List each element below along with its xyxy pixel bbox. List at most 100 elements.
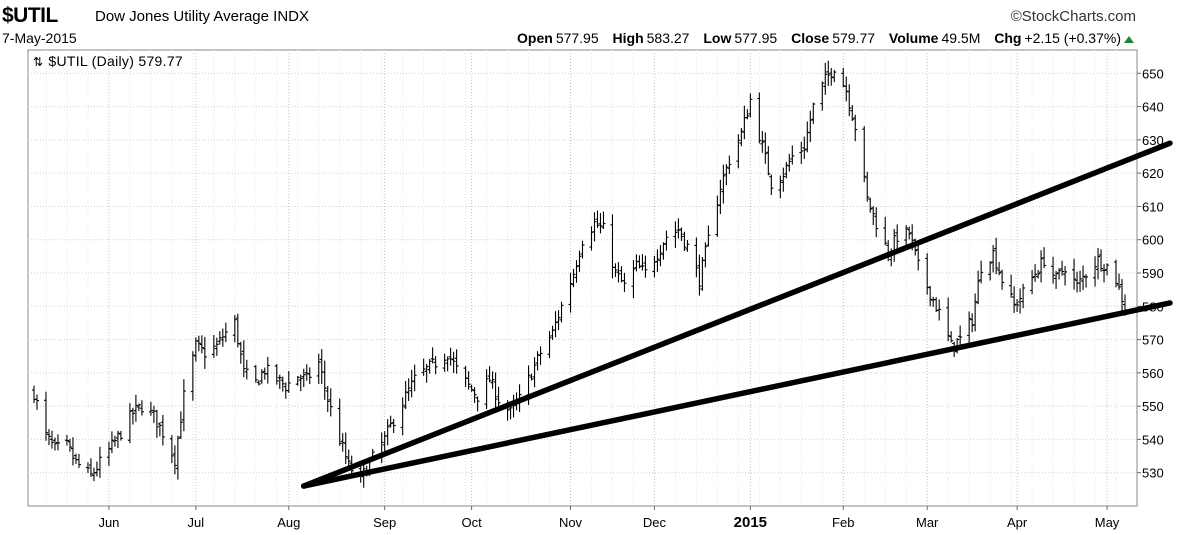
ohlc-bar (112, 435, 117, 447)
high-label: High (612, 30, 644, 46)
x-tick-label: Dec (643, 515, 667, 530)
ohlc-bar (616, 262, 621, 283)
ohlc-bar (67, 438, 72, 452)
ohlc-bar (784, 161, 789, 179)
ohlc-bar (43, 391, 48, 441)
ohlc-bar (136, 403, 141, 411)
ohlc-bar (853, 114, 858, 142)
ohlc-bar (574, 260, 579, 283)
quote-date: 7-May-2015 (2, 30, 77, 46)
ohlc-bar (496, 386, 501, 408)
ohlc-bar (118, 430, 123, 441)
brand-name: StockCharts.com (1021, 8, 1136, 25)
ohlc-bar (1078, 270, 1083, 292)
ohlc-bar (571, 268, 576, 288)
ohlc-bar (133, 394, 138, 422)
y-tick-label: 630 (1142, 133, 1164, 148)
ohlc-bar (568, 272, 573, 313)
ohlc-bar (661, 242, 666, 260)
ohlc-bar (841, 67, 846, 88)
ohlc-bar (865, 171, 870, 202)
ohlc-bar (211, 335, 216, 358)
ohlc-bar (946, 297, 951, 342)
ohlc-bar (256, 380, 261, 386)
quote-stats: Open 577.95 High 583.27 Low 577.95 Close 579… (507, 30, 1134, 46)
y-tick-label: 560 (1142, 366, 1164, 381)
ohlc-bar (427, 359, 432, 374)
ohlc-bar (178, 411, 183, 439)
ohlc-bar (736, 134, 741, 169)
ohlc-bar (385, 419, 390, 446)
ohlc-bar (388, 415, 393, 428)
ohlc-bar (970, 313, 975, 333)
ohlc-bar (175, 435, 180, 480)
ohlc-bar (316, 353, 321, 384)
ohlc-bar (862, 126, 867, 183)
ohlc-bar (1012, 286, 1017, 313)
ticker-symbol: $UTIL (2, 4, 58, 27)
ohlc-bar (820, 81, 825, 111)
ohlc-bar (697, 254, 702, 296)
ohlc-bar (895, 224, 900, 251)
ohlc-bar (706, 225, 711, 247)
ohlc-bar (832, 69, 837, 83)
ohlc-bar (475, 396, 480, 412)
x-tick-label: Apr (1007, 515, 1028, 530)
ohlc-bar (265, 356, 270, 384)
ohlc-bar (1114, 259, 1119, 288)
ohlc-bar (64, 434, 69, 446)
low-value: 577.95 (734, 30, 778, 46)
ohlc-bar (958, 325, 963, 348)
ohlc-bar (454, 349, 459, 374)
exchange-label: INDX (273, 8, 309, 25)
ohlc-bar (154, 409, 159, 438)
ohlc-bar (598, 213, 603, 234)
ohlc-bar (535, 351, 540, 371)
open-label: Open (517, 30, 553, 46)
ohlc-bar (745, 109, 750, 120)
x-tick-label: Mar (916, 515, 939, 530)
trendline (301, 140, 1173, 489)
ohlc-bar (991, 245, 996, 273)
ohlc-bar (988, 261, 993, 281)
ohlc-bar (301, 368, 306, 388)
ohlc-bar (433, 356, 438, 375)
ohlc-bar (1039, 250, 1044, 283)
ohlc-bar (451, 351, 456, 373)
ohlc-bar (556, 310, 561, 330)
ohlc-bar (1117, 273, 1122, 290)
x-tick-label: Nov (559, 515, 583, 530)
ohlc-bar (403, 381, 408, 409)
ohlc-bar (97, 446, 102, 478)
ohlc-bar (1036, 269, 1041, 279)
ohlc-bar (802, 136, 807, 159)
ohlc-bar (400, 397, 405, 436)
ohlc-bar (1096, 248, 1101, 280)
ohlc-bar (679, 227, 684, 241)
ohlc-bar (127, 403, 132, 444)
ohlc-bar (637, 255, 642, 269)
ohlc-bar (766, 146, 771, 176)
ohlc-bar (613, 263, 618, 278)
ohlc-bar (538, 346, 543, 365)
ohlc-bar (274, 364, 279, 385)
x-tick-label: Jun (98, 515, 119, 530)
ohlc-bar (685, 239, 690, 252)
up-down-arrows-icon: ⇅ (33, 55, 44, 69)
ohlc-bar (811, 102, 816, 124)
ohlc-bar (1120, 278, 1125, 314)
ohlc-bar (631, 260, 636, 299)
ohlc-bar (106, 441, 111, 466)
ohlc-bar (55, 434, 60, 451)
security-name: Dow Jones Utility Average INDX (95, 8, 309, 25)
y-tick-label: 650 (1142, 66, 1164, 81)
ohlc-bar (466, 371, 471, 390)
ohlc-bar (424, 363, 429, 383)
y-tick-label: 540 (1142, 432, 1164, 447)
ohlc-bar (787, 153, 792, 172)
trendline (301, 300, 1173, 489)
ohlc-bar (757, 92, 762, 144)
ohlc-bar (553, 311, 558, 338)
ohlc-bar (826, 60, 831, 86)
